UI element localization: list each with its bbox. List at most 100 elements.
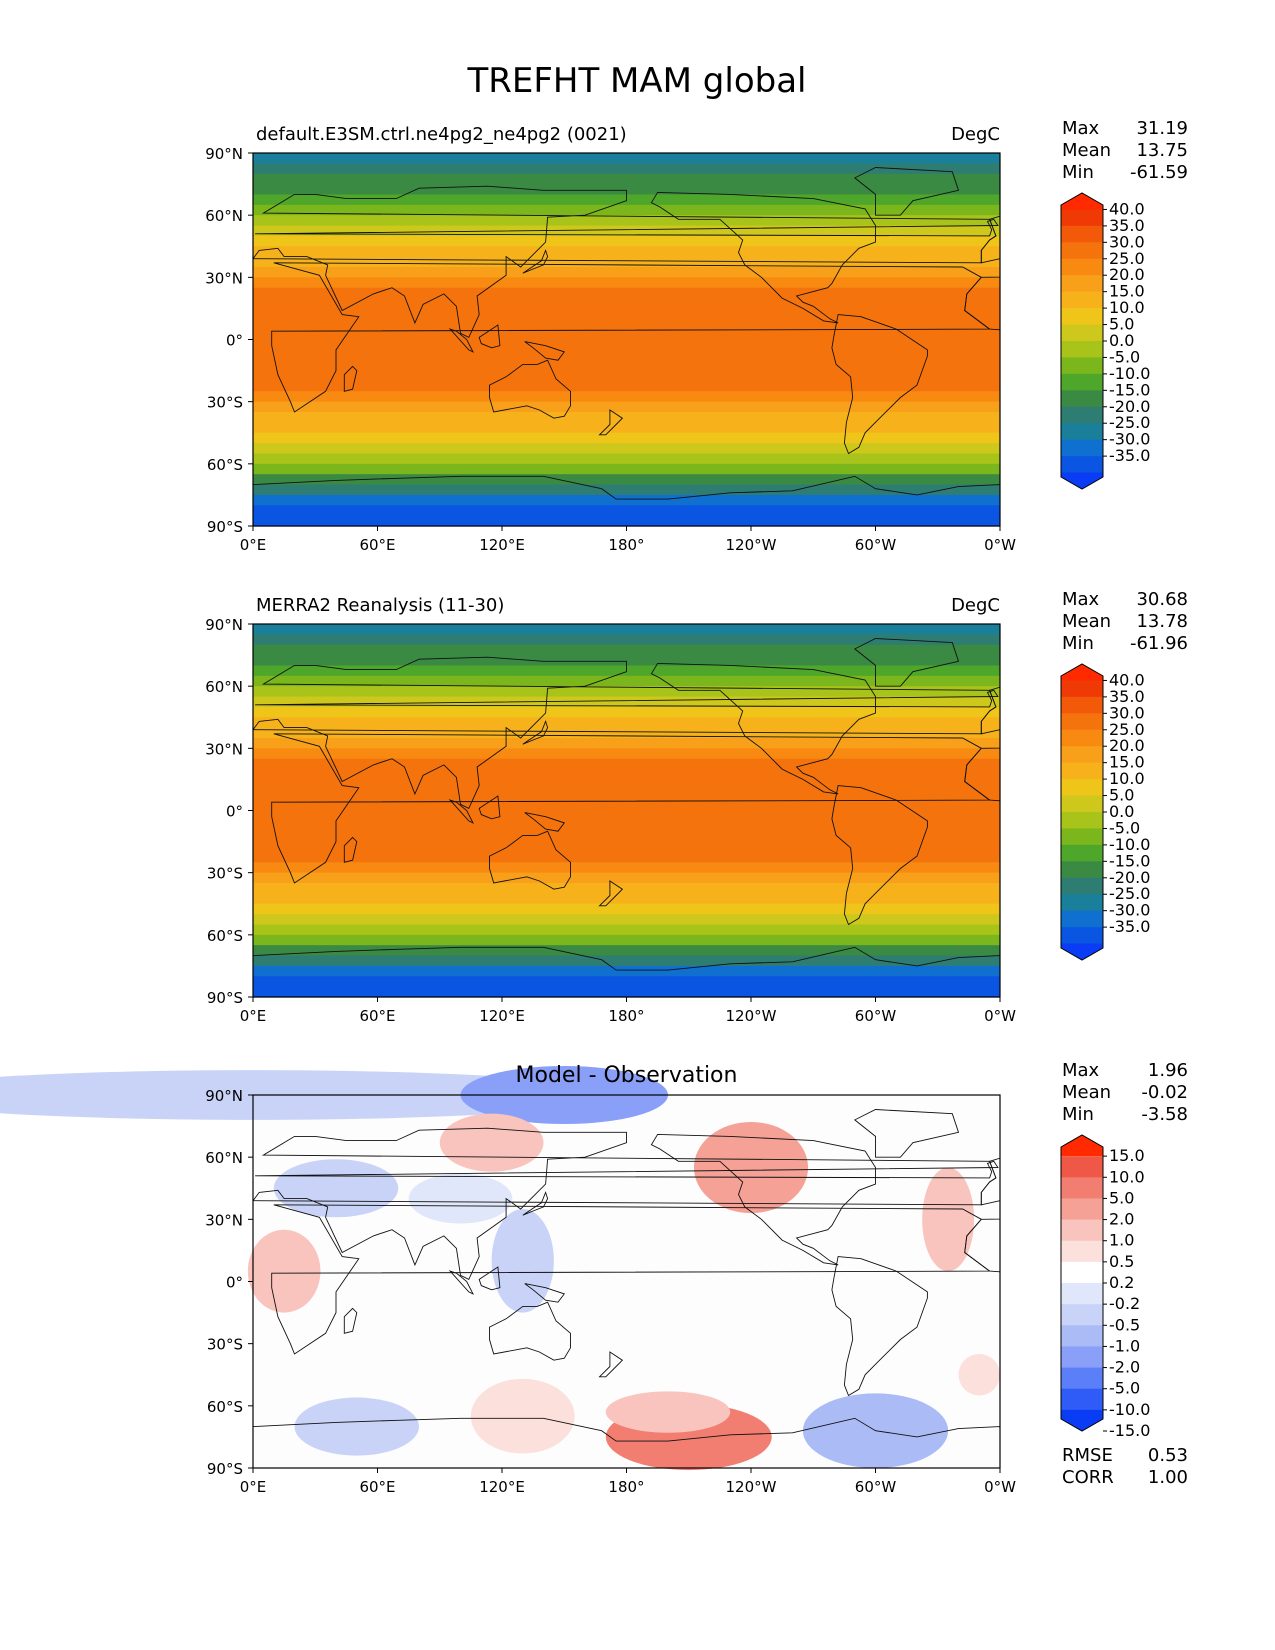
- field-band: [253, 308, 1000, 320]
- colorbar-extend-max: [1061, 664, 1103, 681]
- x-tick-label: 180°: [608, 1478, 644, 1496]
- colorbar: 40.035.030.025.020.015.010.05.00.0-5.0-1…: [1060, 663, 1150, 961]
- anomaly-patch: [605, 1391, 731, 1433]
- field-band: [253, 339, 1000, 351]
- colorbar-segment: [1061, 456, 1103, 474]
- colorbar-segment: [1061, 406, 1103, 424]
- colorbar-segment: [1061, 258, 1103, 276]
- y-tick-label: 30°N: [205, 1211, 243, 1229]
- field-band: [253, 903, 1000, 915]
- stat-label: Min: [1062, 633, 1094, 654]
- colorbar-extend-max: [1061, 1135, 1103, 1157]
- colorbar-extend-max: [1061, 193, 1103, 210]
- coastlines: [253, 167, 1000, 526]
- field-band: [253, 800, 1000, 812]
- x-tick-label: 180°: [608, 1007, 644, 1025]
- colorbar-segment: [1061, 1283, 1103, 1305]
- y-tick-label: 60°N: [205, 207, 243, 225]
- coastline: [522, 249, 549, 274]
- coastline: [448, 799, 474, 824]
- field-band: [253, 727, 1000, 739]
- x-tick-label: 0°W: [984, 536, 1016, 554]
- colorbar-tick-label: -0.5: [1109, 1315, 1140, 1334]
- colorbar-tick-label: 0.2: [1109, 1273, 1134, 1292]
- colorbar-segment: [1061, 927, 1103, 945]
- x-tick-label: 120°E: [479, 1478, 525, 1496]
- stat-value: 13.78: [1136, 611, 1188, 632]
- colorbar-tick-label: 20.0: [1109, 736, 1145, 755]
- colorbar-segment: [1061, 713, 1103, 731]
- field-band: [253, 872, 1000, 884]
- y-tick-label: 30°S: [207, 1336, 243, 1354]
- field-band: [253, 706, 1000, 718]
- field-band: [253, 360, 1000, 372]
- stat-label: Mean: [1062, 140, 1111, 161]
- field-band: [253, 624, 1000, 635]
- field-band: [253, 277, 1000, 289]
- coastline: [598, 409, 624, 436]
- colorbar-tick-label: 40.0: [1109, 199, 1145, 218]
- colorbar-tick-label: -35.0: [1109, 446, 1150, 465]
- colorbar-tick-label: 20.0: [1109, 265, 1145, 284]
- field-band: [253, 173, 1000, 185]
- field-layer: [0, 1065, 1000, 1471]
- field-band: [253, 266, 1000, 278]
- colorbar-tick-label: 40.0: [1109, 670, 1145, 689]
- coastline: [343, 365, 358, 392]
- colorbar-segment: [1061, 1388, 1103, 1411]
- colorbar: 15.0 10.0 5.0 2.0 1.0 0.5 0.2 -0.2 -0.5 -1.0 -2.0 -…: [1060, 1134, 1150, 1440]
- y-tick-label: 90°S: [207, 1460, 243, 1478]
- panel-title: Model - Observation: [516, 1063, 738, 1088]
- metric-value: 0.53: [1148, 1445, 1188, 1466]
- field-band: [253, 235, 1000, 247]
- field-band: [253, 329, 1000, 341]
- field-band: [253, 675, 1000, 687]
- panel-units: DegC: [951, 124, 1000, 145]
- y-tick-label: 30°N: [205, 269, 243, 287]
- field-band: [253, 644, 1000, 656]
- x-tick-label: 60°W: [855, 536, 897, 554]
- colorbar-segment: [1061, 1156, 1103, 1178]
- coastline: [598, 1351, 624, 1378]
- colorbar-tick-label: 0.5: [1109, 1252, 1134, 1271]
- colorbar-tick-label: 30.0: [1109, 703, 1145, 722]
- field-band: [253, 810, 1000, 822]
- colorbar-tick-label: 25.0: [1109, 249, 1145, 268]
- stat-value: -61.96: [1130, 633, 1188, 654]
- anomaly-patch: [470, 1378, 575, 1454]
- field-band: [253, 184, 1000, 196]
- coastline: [489, 359, 571, 419]
- y-tick-label: 30°N: [205, 740, 243, 758]
- y-tick-label: 60°S: [207, 927, 243, 945]
- colorbar-tick-label: 10.0: [1109, 1167, 1145, 1186]
- colorbar-segment: [1061, 242, 1103, 260]
- y-tick-label: 30°S: [207, 394, 243, 412]
- field-band: [253, 432, 1000, 444]
- colorbar-tick-label: 10.0: [1109, 769, 1145, 788]
- field-band: [253, 748, 1000, 760]
- colorbar-tick-label: -0.2: [1109, 1294, 1140, 1313]
- x-tick-label: 0°E: [240, 1007, 267, 1025]
- coastline: [853, 1109, 960, 1158]
- coastline: [964, 276, 1000, 331]
- colorbar-tick-label: -25.0: [1109, 413, 1150, 432]
- field-band: [253, 153, 1000, 164]
- coastline: [650, 662, 876, 795]
- colorbar-tick-label: -10.0: [1109, 364, 1150, 383]
- coastline: [598, 880, 624, 907]
- field-band: [253, 841, 1000, 853]
- field-band: [253, 934, 1000, 946]
- x-tick-label: 0°W: [984, 1007, 1016, 1025]
- colorbar-segment: [1061, 390, 1103, 408]
- coastline: [524, 812, 566, 832]
- coastline: [524, 341, 566, 361]
- field-band: [253, 412, 1000, 423]
- field-band: [253, 851, 1000, 863]
- colorbar-tick-label: -1.0: [1109, 1336, 1140, 1355]
- coastline: [831, 785, 928, 926]
- colorbar-tick-label: -25.0: [1109, 884, 1150, 903]
- anomaly-patch: [491, 1208, 554, 1313]
- colorbar-segment: [1061, 439, 1103, 457]
- y-tick-label: 60°S: [207, 456, 243, 474]
- colorbar-segment: [1061, 423, 1103, 441]
